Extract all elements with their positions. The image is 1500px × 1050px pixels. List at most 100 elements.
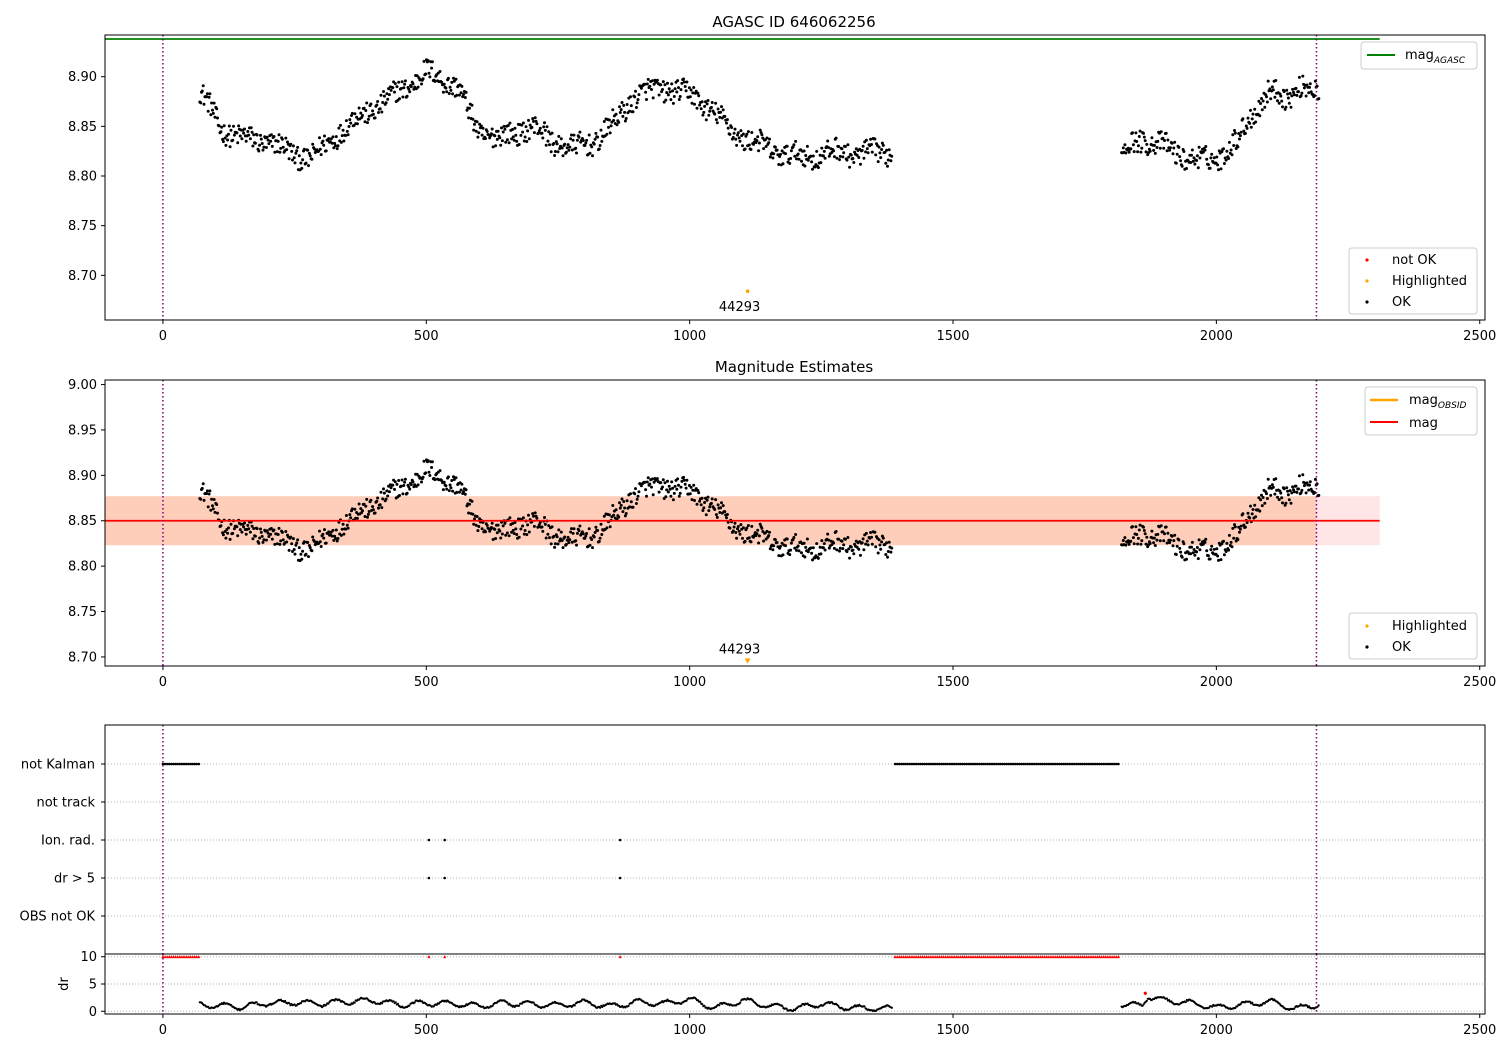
data-point-ok [1307, 488, 1311, 492]
data-point-ok [703, 104, 707, 108]
flag-point [191, 762, 194, 766]
data-point-ok [683, 85, 687, 88]
data-point-ok [1317, 493, 1321, 497]
dr-not-ok-point [618, 955, 622, 959]
data-point-ok [1286, 96, 1290, 100]
data-point-ok [213, 510, 217, 514]
dr-point [863, 1005, 866, 1008]
data-point-ok [1245, 126, 1249, 130]
data-point-ok [827, 146, 830, 149]
flag-point [975, 762, 979, 766]
data-point-ok [1248, 516, 1252, 520]
data-point-ok [625, 499, 629, 503]
x-tick-label: 500 [414, 1023, 439, 1038]
legend-dot-highlighted [1365, 624, 1369, 628]
flag-point [954, 762, 958, 766]
flag-point [923, 762, 926, 766]
flag-point [1043, 762, 1046, 766]
data-point-ok [508, 516, 512, 520]
data-point-ok [1288, 91, 1292, 95]
data-point-ok [269, 139, 273, 143]
data-point-ok [344, 134, 348, 137]
data-point-ok [841, 155, 845, 159]
data-point-ok [811, 558, 814, 562]
data-point-ok [837, 145, 841, 148]
dr-not-ok-point [929, 955, 933, 959]
data-point-ok [650, 79, 654, 83]
data-point-ok [1131, 536, 1135, 540]
legend-label-mag-agasc: magAGASC [1405, 48, 1466, 66]
data-point-ok [387, 490, 391, 494]
data-point-ok [553, 154, 557, 157]
y-tick-label: 10 [80, 950, 97, 965]
data-point-ok [391, 483, 395, 487]
data-point-ok [765, 529, 769, 533]
data-point-ok [1206, 554, 1210, 558]
data-point-ok [380, 110, 384, 114]
data-point-ok [1150, 136, 1154, 140]
data-point-ok [677, 98, 681, 101]
data-point-ok [1142, 131, 1145, 135]
data-point-ok [475, 515, 479, 518]
dr-not-ok-point [1057, 955, 1062, 959]
data-point-ok [279, 146, 283, 150]
data-point-ok [785, 537, 789, 541]
dr-point [394, 1001, 397, 1004]
flag-point [1060, 762, 1063, 766]
data-point-ok [1286, 92, 1290, 96]
data-point-ok [558, 147, 562, 150]
data-point-ok [297, 546, 301, 550]
y-tick-label: 8.75 [68, 219, 97, 234]
data-point-ok [1295, 93, 1299, 97]
data-point-ok [505, 531, 509, 535]
data-point-ok [1161, 530, 1165, 534]
data-point-ok [655, 477, 659, 481]
data-point-ok [645, 98, 648, 101]
flag-point [427, 838, 431, 842]
data-point-ok [259, 530, 263, 534]
data-point-ok [1289, 105, 1293, 109]
data-point-ok [1265, 100, 1269, 104]
data-point-ok [756, 135, 760, 139]
data-point-ok [213, 115, 217, 119]
data-point-ok [760, 526, 764, 530]
data-point-ok [773, 145, 777, 149]
data-point-ok [1164, 525, 1168, 529]
data-point-ok [1284, 105, 1288, 109]
dr-not-ok-point [1017, 955, 1021, 959]
legend-label-ok: OK [1392, 640, 1411, 655]
data-point-ok [277, 133, 281, 137]
data-point-ok [800, 159, 803, 163]
data-point-ok [1216, 163, 1220, 167]
flag-point [984, 762, 987, 766]
data-point-ok [816, 166, 820, 170]
data-point-ok [1136, 144, 1140, 148]
data-point-ok [590, 538, 594, 541]
data-point-ok [375, 103, 379, 107]
data-point-ok [645, 494, 648, 498]
flag-point [1089, 762, 1093, 766]
data-point-ok [526, 523, 530, 527]
data-point-ok [725, 121, 728, 125]
data-point-ok [386, 494, 390, 498]
data-point-ok [323, 134, 326, 138]
data-point-ok [1230, 545, 1234, 549]
data-point-ok [216, 511, 219, 515]
data-point-ok [521, 121, 525, 125]
dr-not-ok-point [937, 955, 941, 959]
highlighted-point [745, 289, 750, 294]
data-point-ok [1282, 90, 1286, 93]
data-point-ok [205, 489, 209, 493]
data-point-ok [310, 549, 314, 553]
data-point-ok [598, 144, 602, 147]
data-point-ok [1270, 85, 1274, 89]
data-point-ok [262, 145, 266, 149]
data-point-ok [223, 136, 227, 140]
data-point-ok [1237, 525, 1241, 529]
x-tick-label: 2000 [1200, 1023, 1233, 1038]
data-point-ok [1297, 474, 1301, 478]
x-tick-label: 2000 [1200, 675, 1233, 690]
data-point-ok [1253, 503, 1257, 507]
data-point-ok [838, 154, 842, 158]
flag-category-label: dr > 5 [54, 872, 95, 887]
